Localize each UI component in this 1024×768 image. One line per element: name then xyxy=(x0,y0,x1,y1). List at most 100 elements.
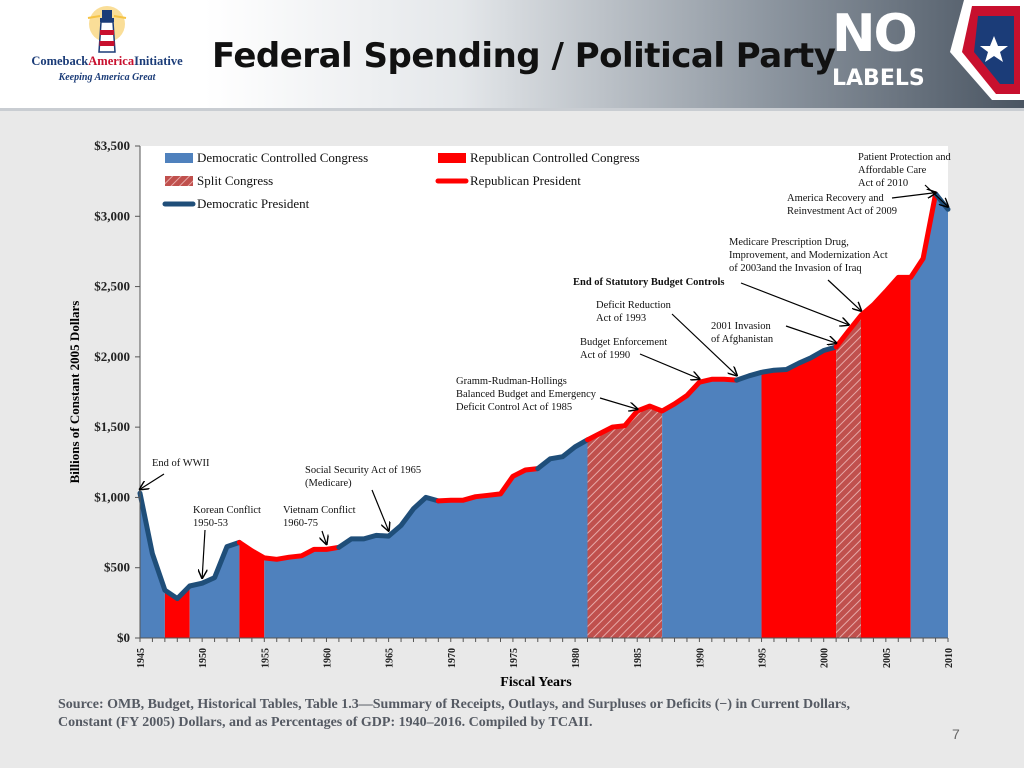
no-labels-logo: NO LABELS xyxy=(826,4,946,100)
x-tick-label: 2010 xyxy=(944,648,955,668)
area-split-2001-2003 xyxy=(836,315,861,638)
area-republican-2003-2007 xyxy=(860,277,911,638)
annotation-text: Social Security Act of 1965 xyxy=(305,465,421,476)
annotation-arrow xyxy=(785,325,836,343)
y-tick-label: $3,000 xyxy=(94,208,130,223)
president-line-democratic-1993 xyxy=(734,344,839,383)
no-labels-logo-no: NO xyxy=(832,4,918,64)
annotation-text: Reinvestment Act of 2009 xyxy=(787,206,897,217)
x-tick-label: 1960 xyxy=(322,648,333,668)
slide-header: ComebackAmericaInitiative Keeping Americ… xyxy=(0,0,1024,111)
annotation-text: End of WWII xyxy=(152,458,210,469)
annotation-text: of 2003and the Invasion of Iraq xyxy=(729,263,862,274)
y-axis-label: Billions of Constant 2005 Dollars xyxy=(67,301,82,484)
x-tick-label: 1965 xyxy=(385,648,396,668)
y-tick-label: $0 xyxy=(117,630,130,645)
source-line-2: Constant (FY 2005) Dollars, and as Perce… xyxy=(58,715,593,730)
annotation-arrow xyxy=(322,530,326,544)
x-tick-label: 1950 xyxy=(198,648,209,668)
annotation-text: Act of 1993 xyxy=(596,313,646,324)
annotation-arrow xyxy=(827,279,861,311)
y-tick-label: $3,500 xyxy=(94,138,130,153)
flag-star-icon xyxy=(950,0,1024,100)
area-democratic-1949-1953 xyxy=(189,542,240,638)
logo-left-tagline: Keeping America Great xyxy=(58,72,156,83)
area-split-1981-1987 xyxy=(587,406,663,638)
y-tick-label: $1,000 xyxy=(94,489,130,504)
x-tick-label: 1985 xyxy=(633,648,644,668)
annotation-text: Vietnam Conflict xyxy=(283,505,356,516)
president-line-republican-1953 xyxy=(236,539,342,562)
annotation-text: Patient Protection and xyxy=(858,152,951,163)
legend-label: Split Congress xyxy=(197,173,273,188)
annotation-text: 1960-75 xyxy=(283,518,318,529)
annotation-arrow xyxy=(202,529,205,578)
president-line-republican-1969 xyxy=(435,466,541,504)
annotation-text: America Recovery and xyxy=(787,193,885,204)
area-republican-1953-1955 xyxy=(239,542,265,638)
president-line-republican-1981 xyxy=(585,376,740,443)
x-tick-label: 1945 xyxy=(136,648,147,668)
annotation-arrow xyxy=(740,282,849,325)
president-line-democratic-1961 xyxy=(336,494,441,550)
comeback-america-logo: ComebackAmericaInitiative Keeping Americ… xyxy=(16,4,198,104)
x-tick-label: 2005 xyxy=(882,648,893,668)
x-tick-label: 1975 xyxy=(509,648,520,668)
legend-label: Democratic President xyxy=(197,196,310,211)
annotation-arrow xyxy=(140,473,165,489)
annotation-text: Deficit Reduction xyxy=(596,300,672,311)
x-tick-label: 1980 xyxy=(571,648,582,668)
president-line-democratic-1977 xyxy=(535,437,590,472)
annotations: End of WWII Korean Conflict 1950-53 Vietnam… xyxy=(140,152,951,578)
annotation-text: Medicare Prescription Drug, xyxy=(729,237,849,248)
logo-left-name: ComebackAmericaInitiative xyxy=(31,54,183,68)
president-line-republican-2001 xyxy=(833,191,939,350)
legend-swatch-split xyxy=(165,176,193,186)
x-tick-label: 1970 xyxy=(447,648,458,668)
annotation-text: Gramm-Rudman-Hollings xyxy=(456,376,567,387)
annotation-text: 1950-53 xyxy=(193,518,228,529)
annotation-text: Act of 2010 xyxy=(858,178,908,189)
area-republican-1947-1949 xyxy=(164,586,190,638)
x-tick-label: 1990 xyxy=(695,648,706,668)
legend-label: Republican President xyxy=(470,173,581,188)
annotation-text: Affordable Care xyxy=(858,165,927,176)
annotation-arrow xyxy=(371,489,389,531)
legend-label: Republican Controlled Congress xyxy=(470,150,640,165)
legend-label: Democratic Controlled Congress xyxy=(197,150,368,165)
y-tick-label: $500 xyxy=(104,560,130,575)
x-tick-labels: 1945 1950 1955 1960 1965 1970 1975 1980 1985 1990… xyxy=(136,638,955,668)
annotation-text: Korean Conflict xyxy=(193,505,261,516)
annotation-text: (Medicare) xyxy=(305,478,352,489)
area-democratic-2007-2010 xyxy=(910,193,948,639)
x-tick-label: 2000 xyxy=(820,648,831,668)
annotation-text: of Afghanistan xyxy=(711,334,774,345)
source-note: Source: OMB, Budget, Historical Tables, … xyxy=(58,696,958,732)
annotation-arrow xyxy=(891,193,936,199)
x-tick-label: 1995 xyxy=(758,648,769,668)
y-tick-label: $1,500 xyxy=(94,419,130,434)
area-democratic-1987-1995 xyxy=(662,372,762,638)
x-tick-label: 1955 xyxy=(260,648,271,668)
annotation-text: Improvement, and Modernization Act xyxy=(729,250,888,261)
page-number: 7 xyxy=(952,726,960,742)
no-labels-logo-labels: LABELS xyxy=(832,66,925,91)
y-tick-label: $2,000 xyxy=(94,349,130,364)
lighthouse-icon xyxy=(87,6,127,53)
area-republican-1995-2001 xyxy=(761,347,837,638)
president-lines xyxy=(137,191,951,602)
annotation-arrow xyxy=(671,313,737,375)
legend-swatch-rep-congress xyxy=(438,153,466,163)
annotation-text: Budget Enforcement xyxy=(580,337,667,348)
y-tick-label: $2,500 xyxy=(94,279,130,294)
annotation-arrow xyxy=(599,397,637,409)
president-line-democratic-1945 xyxy=(137,490,242,602)
source-line-1: Source: OMB, Budget, Historical Tables, … xyxy=(58,697,851,712)
annotation-arrow xyxy=(924,184,948,207)
annotation-text: End of Statutory Budget Controls xyxy=(573,277,725,288)
y-tick-labels: $0 $500 $1,000 $1,500 $2,000 $2,500 $3,000 $3,5… xyxy=(94,138,140,645)
legend-swatch-dem-congress xyxy=(165,153,193,163)
annotation-text: Deficit Control Act of 1985 xyxy=(456,402,572,413)
annotation-arrow xyxy=(639,353,699,379)
